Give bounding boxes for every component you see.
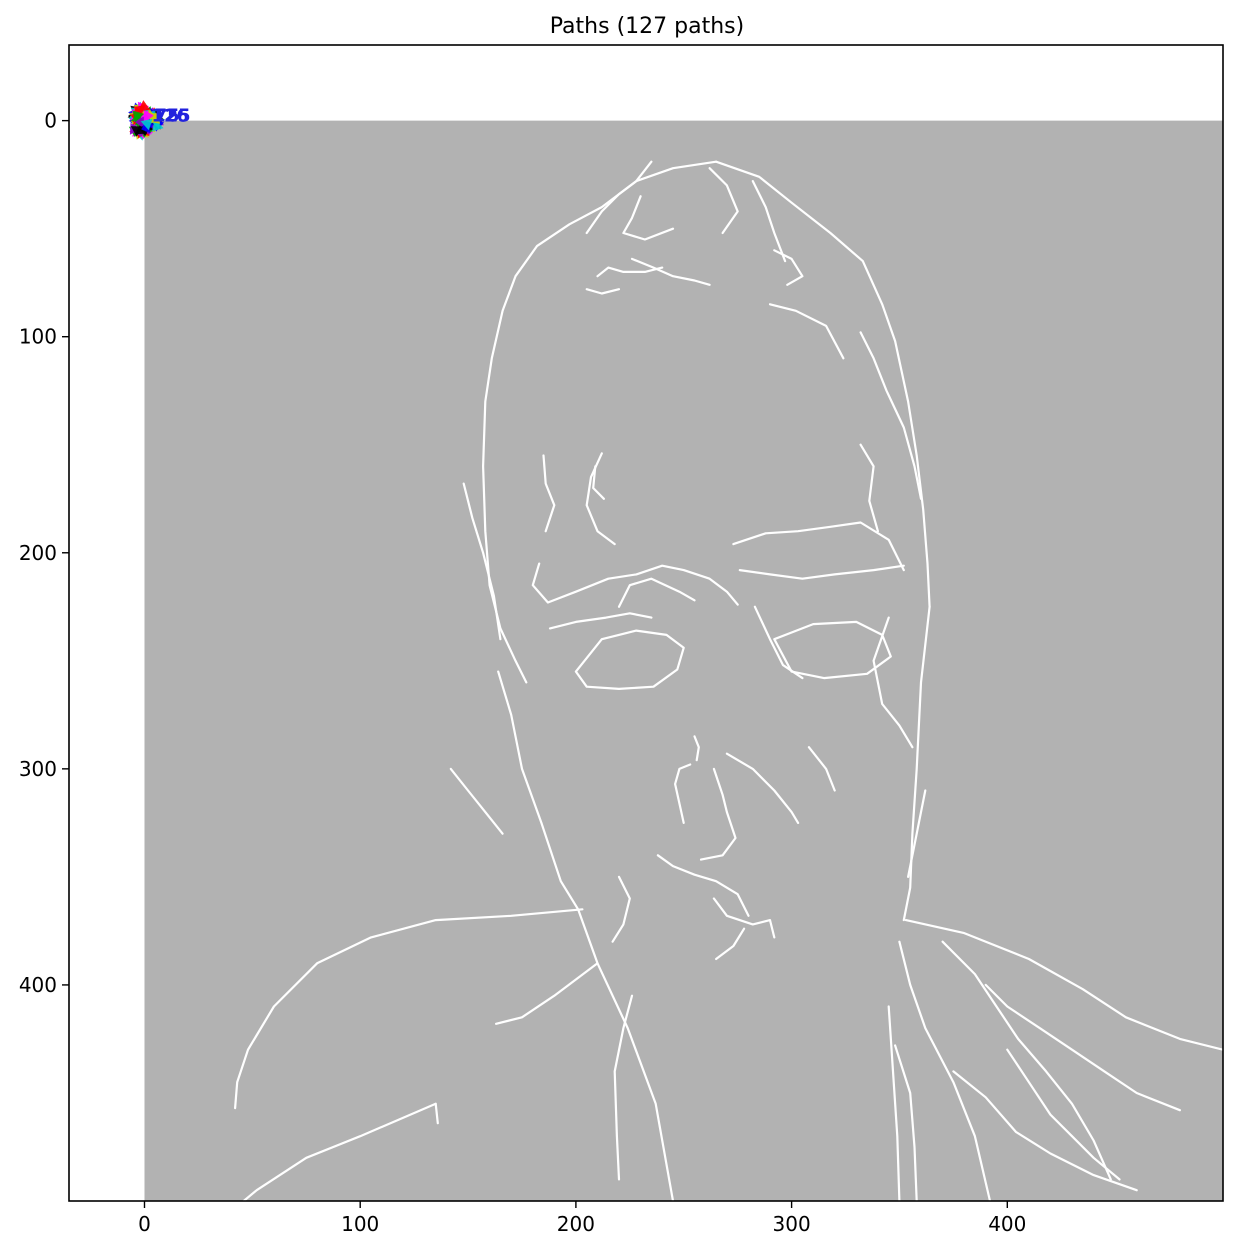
path-start-marker (130, 126, 143, 137)
edge-lines (234, 160, 1223, 1201)
axes-frame (68, 44, 1224, 1202)
edge-path (497, 670, 675, 1201)
edge-path (585, 288, 621, 295)
path-start-marker (133, 116, 145, 129)
edge-path (751, 180, 787, 263)
edge-path (622, 195, 675, 241)
edge-path (434, 1102, 439, 1125)
edge-image-background (144, 120, 1223, 1201)
edge-path (807, 746, 836, 792)
path-number-label: 125 (153, 106, 191, 127)
edge-path (611, 875, 631, 943)
edge-path (859, 331, 923, 500)
y-axis: 0 100 200 300 400 (19, 109, 69, 997)
edge-path (887, 1005, 901, 1201)
y-tick-label: 200 (19, 541, 57, 565)
edge-path (699, 767, 737, 861)
edge-path (531, 562, 739, 606)
x-tick-label: 200 (557, 1212, 595, 1236)
edge-path (574, 629, 685, 690)
edge-path (242, 1102, 437, 1201)
y-tick-label: 0 (44, 109, 57, 133)
edge-path (902, 605, 931, 922)
edge-path (732, 521, 905, 572)
edge-path (234, 908, 584, 1110)
edge-path (773, 620, 892, 680)
y-tick-label: 400 (19, 973, 57, 997)
edge-path (656, 854, 750, 917)
edge-path (708, 167, 739, 235)
edge-path (984, 983, 1181, 1112)
edge-path (613, 994, 634, 1181)
x-tick-label: 300 (773, 1212, 811, 1236)
x-tick-label: 0 (138, 1212, 151, 1236)
edge-path (753, 605, 804, 680)
edge-path (907, 789, 927, 878)
edge-path (542, 454, 556, 533)
path-start-marker (132, 110, 145, 123)
edge-path (738, 564, 905, 580)
edge-path (898, 940, 992, 1201)
edge-path (715, 927, 746, 961)
edge-path (495, 962, 599, 1025)
edge-path (585, 160, 653, 235)
edge-path (725, 752, 800, 824)
edge-path (462, 482, 502, 641)
y-tick-label: 100 (19, 325, 57, 349)
edge-path (872, 616, 914, 749)
x-axis: 0 100 200 300 400 (138, 1201, 1026, 1236)
edge-path (712, 897, 776, 939)
edge-path (1006, 1048, 1121, 1181)
path-number-label: 75 (154, 106, 179, 127)
edge-path (596, 266, 664, 278)
edge-path (952, 1070, 1138, 1192)
edge-path (768, 303, 845, 360)
edge-path (715, 160, 931, 608)
edge-path (941, 940, 1112, 1181)
edge-path (693, 735, 700, 762)
y-tick-label: 300 (19, 757, 57, 781)
path-start-marker (143, 109, 155, 122)
x-tick-label: 100 (341, 1212, 379, 1236)
path-start-markers (127, 100, 165, 141)
path-start-marker (138, 100, 151, 112)
edge-path (449, 767, 504, 835)
edge-path (592, 465, 605, 500)
path-number-label: 126 (151, 106, 189, 127)
chart-title: Paths (127 paths) (550, 14, 744, 39)
edge-path (773, 249, 804, 286)
edge-path (548, 612, 653, 630)
edge-path (859, 443, 879, 533)
edge-path (617, 577, 696, 608)
edge-path (674, 763, 692, 824)
path-start-marker (140, 118, 153, 131)
x-tick-label: 400 (988, 1212, 1026, 1236)
edge-path (630, 257, 711, 286)
edge-path (894, 1044, 918, 1201)
edge-path (904, 919, 1223, 1051)
